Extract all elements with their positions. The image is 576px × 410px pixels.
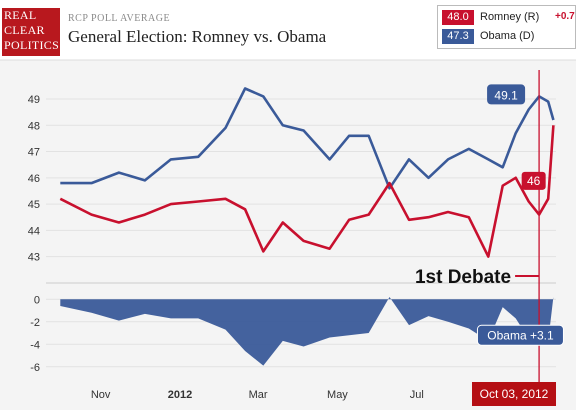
y-tick-label: 48 [28,120,40,132]
logo-line-1: REAL [4,8,37,22]
x-tick-label: Nov [91,389,111,401]
chart-kicker: RCP POLL AVERAGE [68,13,171,24]
logo-line-3: POLITICS [4,38,60,52]
debate-label: 1st Debate [415,267,511,288]
romney-callout-box [521,171,546,190]
x-tick-label: May [327,389,348,401]
spread-y-tick-label: 0 [34,294,40,306]
spread-y-tick-label: -6 [30,362,40,374]
current-date-label[interactable]: Oct 03, 2012 [472,382,556,406]
y-tick-label: 47 [28,147,40,159]
spread-area [60,297,554,366]
rcp-logo[interactable]: REAL CLEAR POLITICS [2,8,60,56]
x-tick-label: Jul [410,389,424,401]
obama-callout-box [487,84,526,105]
y-tick-label: 49 [28,94,40,106]
legend-item-romney[interactable]: 48.0 Romney (R) +0.7 [442,10,575,26]
x-tick-label: 2012 [168,389,192,401]
legend-obama-value: 47.3 [442,29,474,44]
legend-romney-name: Romney (R) [480,11,540,23]
spread-callout-box [476,324,564,346]
romney-line [59,125,555,258]
legend-romney-change: +0.7 [555,11,575,22]
y-tick-label: 46 [28,173,40,185]
spread-y-tick-label: -2 [30,317,40,329]
legend: 48.0 Romney (R) +0.7 47.3 Obama (D) [437,5,576,49]
y-tick-label: 44 [28,225,40,237]
logo-line-2: CLEAR [4,23,45,37]
legend-item-obama[interactable]: 47.3 Obama (D) [442,29,572,45]
obama-callout-label: 49.1 [494,88,518,102]
legend-obama-name: Obama (D) [480,30,535,42]
y-tick-label: 45 [28,199,40,211]
romney-callout-label: 46 [527,174,541,188]
spread-callout-label: Obama +3.1 [487,328,554,342]
chart-title: General Election: Romney vs. Obama [68,27,327,46]
obama-line [60,87,555,190]
legend-romney-value: 48.0 [442,10,474,25]
x-tick-label: Mar [249,389,268,401]
spread-y-tick-label: -4 [30,339,40,351]
y-tick-label: 43 [28,252,40,264]
